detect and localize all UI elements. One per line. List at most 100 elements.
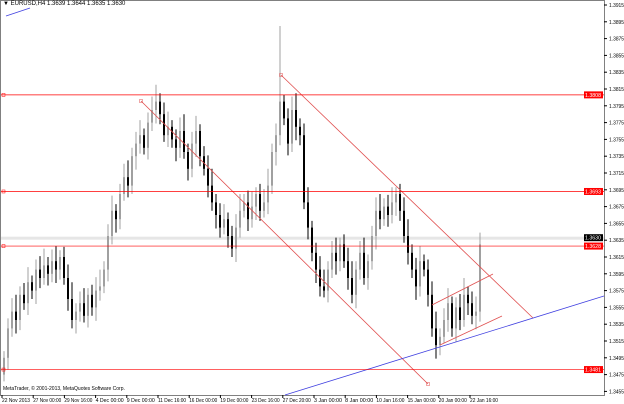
- x-tick-label: 22 Nov 2013: [2, 398, 30, 404]
- candle-body: [111, 210, 113, 236]
- candle-body: [259, 194, 261, 211]
- candle-body: [147, 122, 149, 148]
- trendline: [284, 295, 605, 396]
- candle-body: [131, 156, 133, 186]
- candle-body: [315, 252, 317, 270]
- level-price-badge: [584, 366, 603, 374]
- candle-body: [159, 101, 161, 115]
- candle-body: [183, 131, 185, 152]
- y-tick-label: 1.3715: [609, 171, 624, 177]
- level-anchor: [1, 367, 6, 372]
- level-anchor: [1, 93, 6, 97]
- x-tick-label: 16 Dec 00:00: [189, 398, 217, 404]
- candle-body: [7, 328, 9, 358]
- candle-body: [139, 135, 141, 144]
- candle-body: [243, 202, 245, 211]
- y-tick-label: 1.3735: [609, 154, 624, 160]
- candle-body: [423, 261, 425, 270]
- candle-body: [463, 294, 465, 320]
- candle-body: [115, 210, 117, 220]
- candle-body: [35, 269, 37, 291]
- level-price-badge: [584, 91, 603, 99]
- candle-body: [327, 269, 329, 291]
- plot-area: [0, 0, 605, 396]
- candle-body: [267, 185, 269, 203]
- y-tick-label: 1.3515: [609, 339, 624, 345]
- candle-body: [467, 294, 469, 304]
- candle-body: [235, 227, 237, 249]
- trendline: [5, 7, 31, 17]
- y-tick-label: 1.3775: [609, 121, 624, 127]
- candle-body: [55, 261, 57, 270]
- level-price-label: 1.3693: [585, 189, 601, 195]
- candle-body: [23, 294, 25, 304]
- candle-body: [87, 294, 89, 316]
- x-tick-label: 11 Dec 16:00: [158, 398, 186, 404]
- triangle-down-icon[interactable]: ▼: [3, 1, 9, 7]
- candle-body: [99, 286, 101, 291]
- y-tick-label: 1.3815: [609, 87, 624, 93]
- candle-body: [459, 307, 461, 320]
- y-tick-label: 1.3595: [609, 272, 624, 278]
- candle-body: [279, 101, 281, 136]
- candle-body: [431, 294, 433, 329]
- candle-body: [379, 210, 381, 220]
- candle-body: [303, 135, 305, 203]
- candle-body: [27, 282, 29, 304]
- candle-body: [191, 143, 193, 169]
- candle-body: [399, 194, 401, 211]
- candle-body: [383, 206, 385, 220]
- level-price-label: 1.3628: [585, 244, 601, 250]
- candle-body: [63, 257, 65, 278]
- level-price-label: 1.3481: [585, 368, 601, 374]
- candle-body: [211, 185, 213, 203]
- x-tick-label: 20 Jan 00:00: [439, 398, 467, 404]
- candle-body: [343, 244, 345, 262]
- candle-body: [415, 269, 417, 287]
- y-tick-label: 1.3575: [609, 289, 624, 295]
- candle-body: [103, 269, 105, 287]
- x-tick-label: 19 Dec 00:00: [220, 398, 248, 404]
- candle-body: [367, 261, 369, 278]
- candle-body: [299, 126, 301, 136]
- y-tick-label: 1.3855: [609, 53, 624, 59]
- candle-body: [451, 303, 453, 329]
- x-tick-label: 27 Dec 20:00: [283, 398, 311, 404]
- trendline-anchor: [139, 99, 143, 103]
- trendline: [140, 100, 429, 385]
- candle-body: [411, 252, 413, 270]
- candle-body: [475, 311, 477, 316]
- candle-body: [275, 135, 277, 152]
- candle-body: [79, 303, 81, 312]
- candle-body: [51, 261, 53, 274]
- ohlc-values: 1.3639 1.3644 1.3635 1.3630: [46, 1, 126, 7]
- current-price-badge: [584, 234, 603, 242]
- x-tick-label: 29 Nov 16:00: [64, 398, 92, 404]
- candle-body: [395, 194, 397, 203]
- candle-body: [351, 278, 353, 295]
- candle-body: [31, 282, 33, 291]
- candle-body: [287, 118, 289, 144]
- current-price-label: 1.3630: [585, 236, 601, 242]
- candle-body: [231, 236, 233, 249]
- candle-body: [119, 194, 121, 220]
- x-tick-label: 10 Jan 16:00: [376, 398, 404, 404]
- candle-body: [143, 135, 145, 148]
- x-tick-label: 8 Jan 00:00: [345, 398, 373, 404]
- candle-body: [95, 290, 97, 308]
- y-tick-label: 1.3795: [609, 104, 624, 110]
- candle-body: [471, 303, 473, 316]
- candle-body: [311, 227, 313, 253]
- x-tick-label: 9 Dec 00:00: [127, 398, 155, 404]
- x-tick-label: 22 Jan 16:00: [470, 398, 498, 404]
- y-tick-label: 1.3915: [609, 3, 624, 9]
- candle-body: [187, 152, 189, 169]
- trendline: [431, 273, 494, 306]
- candle-body: [195, 131, 197, 144]
- candle-body: [443, 320, 445, 337]
- level-price-label: 1.3808: [585, 93, 601, 99]
- candle-body: [123, 177, 125, 194]
- candle-body: [251, 206, 253, 220]
- candle-body: [427, 269, 429, 295]
